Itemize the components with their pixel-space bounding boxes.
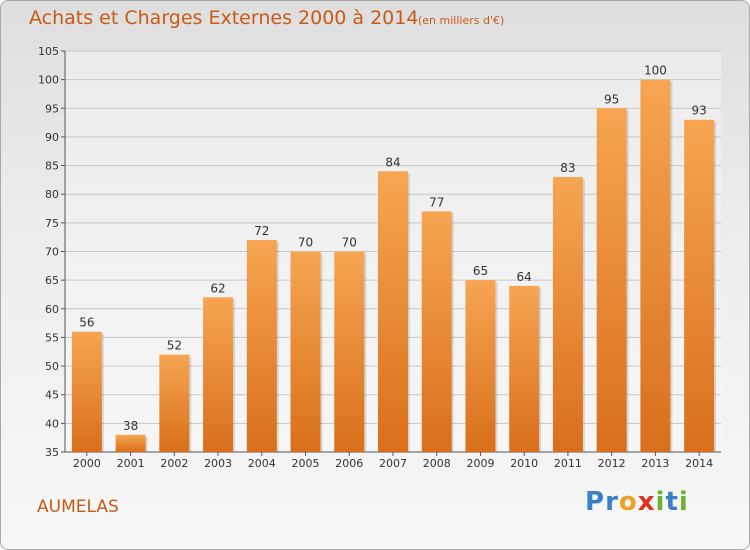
chart-subtitle: (en milliers d'€)	[418, 14, 505, 27]
y-tick-labels: 35 40 45 50 55 60 65 70 75 80 85 90 95 100 105	[38, 45, 59, 459]
x-tick-label: 2001	[117, 457, 145, 470]
data-label: 72	[254, 224, 269, 238]
bar	[465, 280, 496, 452]
data-label: 77	[429, 195, 444, 209]
logo-letter: P	[585, 487, 606, 517]
x-tick-label: 2009	[466, 457, 494, 470]
x-tick-label: 2006	[335, 457, 363, 470]
logo-letter: i	[678, 487, 689, 517]
bar	[71, 331, 102, 452]
data-label: 64	[517, 270, 532, 284]
x-tick-label: 2013	[641, 457, 669, 470]
y-tick-label: 35	[45, 446, 59, 459]
data-label: 70	[342, 236, 357, 250]
y-tick-label: 100	[38, 74, 59, 87]
bar	[378, 171, 408, 453]
x-tick-label: 2012	[598, 457, 626, 470]
y-tick-label: 95	[45, 102, 59, 115]
y-tick-label: 45	[45, 389, 59, 402]
bar	[290, 251, 321, 452]
x-tick-label: 2008	[423, 457, 451, 470]
bar	[640, 79, 671, 453]
bar	[684, 119, 715, 452]
logo-letter: i	[655, 487, 666, 517]
y-tick-label: 65	[45, 274, 59, 287]
bar	[421, 211, 452, 452]
y-tick-label: 55	[45, 331, 59, 344]
x-tick-label: 2007	[379, 457, 407, 470]
bars	[71, 79, 717, 453]
data-label: 62	[210, 281, 225, 295]
data-label: 83	[560, 161, 575, 175]
chart-title: Achats et Charges Externes 2000 à 2014	[29, 7, 419, 29]
data-label: 56	[79, 316, 94, 330]
bar	[552, 177, 583, 452]
data-label: 38	[123, 419, 138, 433]
x-tick-label: 2003	[204, 457, 232, 470]
location-label: AUMELAS	[37, 497, 119, 517]
y-tick-label: 105	[38, 45, 59, 58]
x-tick-label: 2002	[160, 457, 188, 470]
logo-letter: r	[605, 487, 619, 517]
data-labels: 56 38 52 62 72 70 70 84 77 65 64 83 95 100 93	[79, 64, 707, 433]
y-tick-label: 40	[45, 417, 59, 430]
x-tick-labels: 2000 2001 2002 2003 2004 2005 2006 2007 2008 2009…	[73, 457, 713, 470]
proxiti-logo: Proxiti	[585, 487, 689, 517]
bar	[334, 251, 365, 452]
logo-letter: t	[665, 487, 679, 517]
bar	[509, 285, 540, 452]
data-label: 84	[385, 155, 400, 169]
x-tick-label: 2014	[685, 457, 713, 470]
data-label: 70	[298, 236, 313, 250]
x-tick-label: 2005	[292, 457, 320, 470]
data-label: 52	[167, 339, 182, 353]
data-label: 93	[691, 104, 706, 118]
bar	[246, 240, 277, 452]
y-tick-label: 75	[45, 217, 59, 230]
y-tick-label: 50	[45, 360, 59, 373]
x-tick-label: 2004	[248, 457, 276, 470]
x-tick-label: 2010	[510, 457, 538, 470]
data-label: 65	[473, 264, 488, 278]
bar	[203, 297, 234, 452]
y-tick-label: 70	[45, 246, 59, 259]
x-tick-label: 2011	[554, 457, 582, 470]
bar	[159, 354, 190, 452]
logo-letter: x	[637, 487, 656, 517]
logo-letter: o	[618, 487, 638, 517]
x-tick-label: 2000	[73, 457, 101, 470]
bar	[115, 434, 146, 452]
y-tick-label: 85	[45, 160, 59, 173]
data-label: 100	[644, 64, 667, 78]
data-label: 95	[604, 92, 619, 106]
y-tick-label: 90	[45, 131, 59, 144]
bar	[596, 108, 627, 453]
y-tick-label: 80	[45, 188, 59, 201]
y-tick-label: 60	[45, 303, 59, 316]
